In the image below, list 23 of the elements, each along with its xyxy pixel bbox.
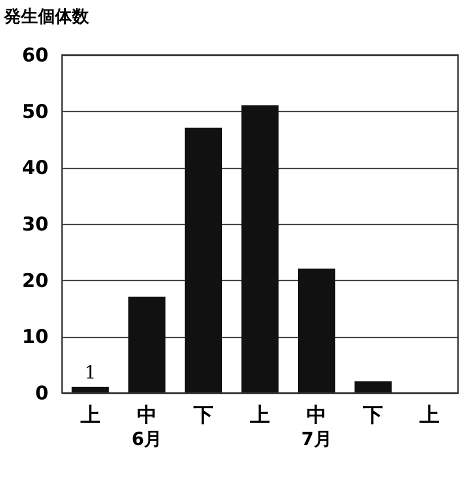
y-tick-label: 10 <box>22 326 48 348</box>
y-tick-label: 20 <box>22 270 48 292</box>
bar <box>241 105 279 394</box>
x-tick-label: 上 <box>79 402 100 426</box>
x-tick-label: 中 <box>136 402 157 426</box>
x-tick-label: 中 <box>306 402 327 426</box>
bar <box>184 128 222 394</box>
bar <box>128 296 166 394</box>
bar <box>298 268 336 394</box>
y-tick-label: 30 <box>22 214 48 236</box>
y-tick-label: 0 <box>35 382 48 404</box>
text: 6月 <box>132 429 162 450</box>
y-tick-label: 40 <box>22 157 48 180</box>
text: 7月 <box>301 429 332 450</box>
x-tick-label: 上 <box>249 402 270 426</box>
x-tick-label: 上 <box>418 402 440 426</box>
y-tick-label: 50 <box>22 100 48 123</box>
y-axis-title: 発生個体数 <box>3 7 90 27</box>
bar <box>354 381 392 394</box>
data-label: 1 <box>84 362 96 384</box>
x-tick-label: 下 <box>362 402 384 426</box>
x-tick-label: 下 <box>192 402 214 426</box>
y-tick-label: 60 <box>22 44 48 66</box>
